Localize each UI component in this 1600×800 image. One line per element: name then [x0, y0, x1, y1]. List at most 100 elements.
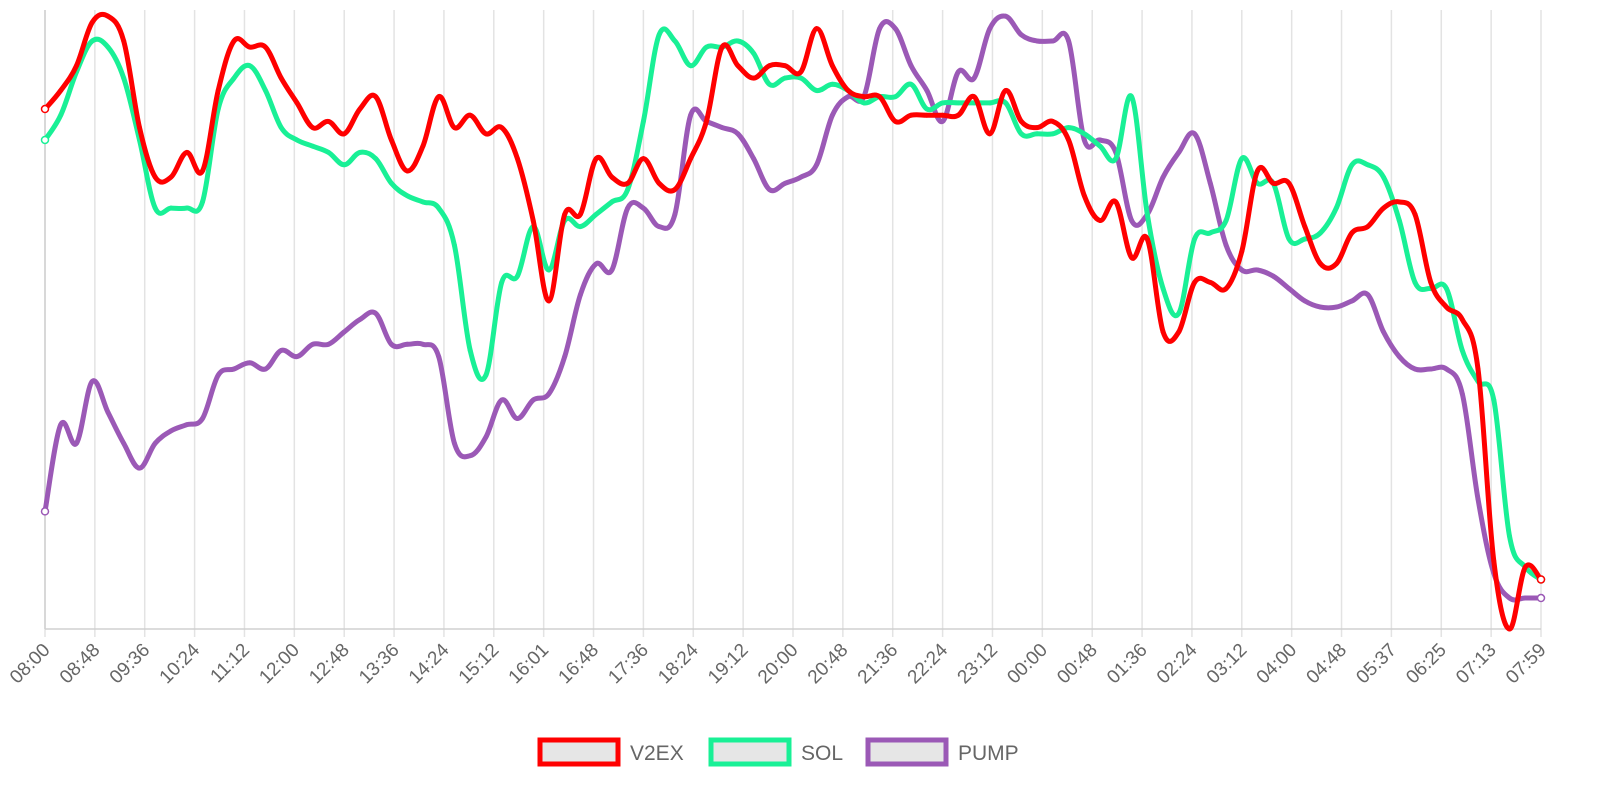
- data-point-v2ex: [168, 174, 174, 180]
- data-point-pump: [152, 440, 158, 446]
- data-point-v2ex: [152, 174, 158, 180]
- data-point-v2ex: [341, 131, 347, 137]
- data-point-pump: [436, 354, 442, 360]
- data-point-v2ex: [310, 125, 316, 131]
- data-point-v2ex: [1396, 199, 1402, 205]
- data-point-pump: [1459, 391, 1465, 397]
- data-point-sol: [1050, 131, 1056, 137]
- data-point-sol: [121, 75, 127, 81]
- data-point-pump: [1536, 593, 1546, 603]
- data-point-sol: [987, 100, 993, 106]
- data-point-sol: [955, 100, 961, 106]
- data-point-v2ex: [892, 118, 898, 124]
- x-tick-label: 05:37: [1352, 640, 1400, 688]
- data-point-v2ex: [1207, 279, 1213, 285]
- data-point-pump: [1003, 13, 1009, 19]
- data-point-sol: [577, 224, 583, 230]
- data-point-pump: [546, 391, 552, 397]
- data-point-v2ex: [451, 125, 457, 131]
- data-point-sol: [388, 180, 394, 186]
- data-point-sol: [703, 44, 709, 50]
- data-point-pump: [231, 366, 237, 372]
- legend[interactable]: V2EX SOL PUMP: [537, 737, 1019, 767]
- data-point-v2ex: [373, 94, 379, 100]
- data-point-pump: [1428, 366, 1434, 372]
- x-tick-label: 08:00: [6, 640, 54, 688]
- data-point-sol: [1491, 397, 1497, 403]
- data-point-sol: [514, 273, 520, 279]
- data-point-sol: [1396, 218, 1402, 223]
- data-point-sol: [1507, 533, 1512, 539]
- data-point-v2ex: [420, 143, 426, 149]
- data-point-v2ex: [577, 211, 583, 217]
- data-point-sol: [1081, 131, 1087, 137]
- data-point-pump: [719, 125, 725, 131]
- data-point-pump: [1507, 595, 1512, 601]
- data-point-v2ex: [530, 218, 536, 223]
- data-point-sol: [1349, 162, 1355, 168]
- data-point-pump: [688, 112, 694, 118]
- data-point-sol: [1129, 94, 1135, 100]
- data-point-pump: [1381, 329, 1386, 335]
- data-point-pump: [1050, 38, 1056, 44]
- data-point-v2ex: [1160, 329, 1166, 335]
- data-point-v2ex: [1536, 575, 1546, 584]
- data-point-pump: [294, 354, 300, 360]
- data-point-v2ex: [514, 156, 520, 162]
- data-point-sol: [105, 44, 111, 50]
- data-point-sol: [782, 75, 788, 81]
- data-point-v2ex: [798, 69, 804, 75]
- x-tick-label: 15:12: [455, 640, 503, 688]
- data-point-pump: [1255, 267, 1260, 273]
- data-point-pump: [184, 422, 190, 428]
- data-point-pump: [74, 440, 79, 446]
- data-point-v2ex: [1507, 626, 1512, 632]
- data-point-sol: [1318, 230, 1323, 236]
- legend-item-sol[interactable]: SOL: [708, 737, 843, 767]
- x-tick-label: 04:00: [1253, 640, 1301, 688]
- data-point-pump: [1475, 496, 1481, 502]
- data-point-v2ex: [40, 104, 50, 114]
- data-point-sol: [1192, 236, 1198, 242]
- data-point-pump: [373, 310, 379, 316]
- data-point-v2ex: [1018, 118, 1024, 124]
- data-point-v2ex: [845, 88, 851, 93]
- data-point-pump: [1081, 137, 1087, 143]
- data-point-sol: [420, 199, 426, 205]
- legend-item-v2ex[interactable]: V2EX: [537, 737, 684, 767]
- data-point-pump: [357, 317, 363, 322]
- x-tick-label: 12:00: [255, 640, 303, 688]
- data-point-pump: [971, 75, 977, 81]
- data-point-v2ex: [877, 94, 883, 100]
- data-point-sol: [1333, 205, 1339, 211]
- data-point-pump: [908, 63, 914, 69]
- data-point-pump: [1349, 298, 1355, 304]
- data-point-v2ex: [278, 75, 284, 81]
- data-point-sol: [1066, 125, 1072, 131]
- data-point-v2ex: [1255, 168, 1260, 174]
- data-point-sol: [892, 94, 898, 100]
- data-point-v2ex: [105, 13, 111, 19]
- data-point-v2ex: [1239, 248, 1245, 254]
- data-point-sol: [357, 149, 363, 155]
- data-point-v2ex: [357, 106, 363, 112]
- data-point-sol: [1113, 156, 1119, 162]
- data-point-pump: [137, 465, 142, 471]
- data-point-sol: [861, 100, 867, 106]
- data-point-pump: [1333, 304, 1339, 310]
- data-point-pump: [1522, 595, 1528, 601]
- data-point-v2ex: [1097, 218, 1103, 223]
- data-point-sol: [1381, 174, 1386, 180]
- data-point-sol: [593, 211, 599, 217]
- data-point-pump: [656, 224, 662, 230]
- legend-swatch-pump: [865, 737, 949, 767]
- x-tick-label: 02:24: [1153, 639, 1202, 688]
- data-point-pump: [105, 409, 111, 415]
- data-point-pump: [1160, 174, 1166, 180]
- data-point-pump: [625, 205, 631, 211]
- legend-item-pump[interactable]: PUMP: [865, 737, 1019, 767]
- data-point-sol: [625, 187, 631, 192]
- data-point-v2ex: [1066, 137, 1072, 143]
- data-point-pump: [530, 397, 536, 403]
